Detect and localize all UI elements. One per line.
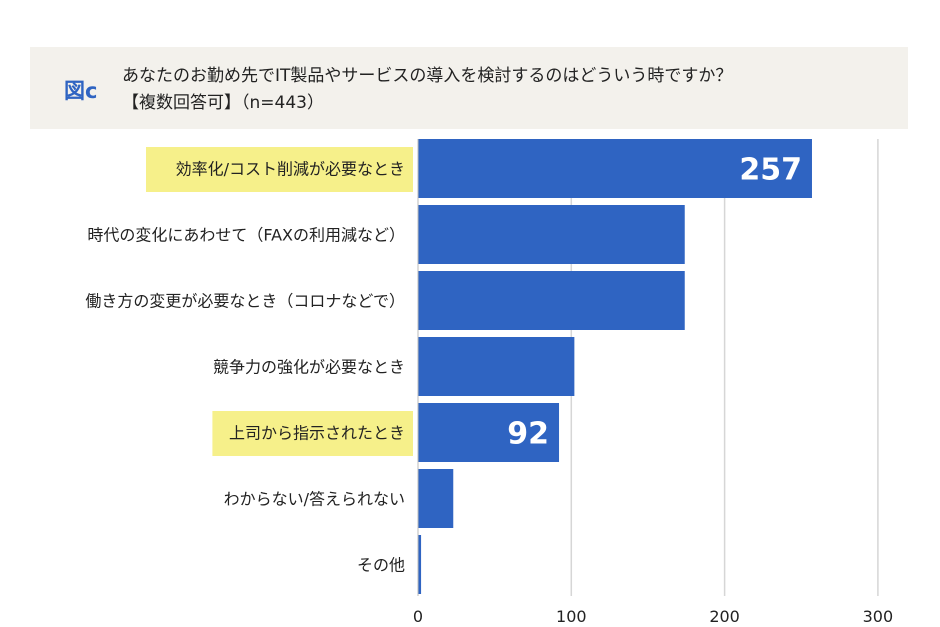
category-label: 働き方の変更が必要なとき（コロナなどで） (85, 292, 405, 311)
question-text: あなたのお勤め先でIT製品やサービスの導入を検討するのはどういう時ですか？ 【複… (122, 63, 892, 117)
x-tick-label: 200 (709, 607, 740, 626)
category-label: 時代の変化にあわせて（FAXの利用減など） (87, 226, 405, 245)
category-highlight (212, 411, 413, 456)
bar (418, 205, 685, 264)
bar (418, 535, 422, 594)
x-tick-label: 0 (413, 607, 423, 626)
category-label: その他 (357, 556, 405, 575)
x-tick-label: 100 (556, 607, 587, 626)
question-line-2: 【複数回答可】（n=443） (122, 93, 324, 113)
bar (418, 337, 575, 396)
data-label: 257 (739, 153, 802, 188)
category-label: 競争力の強化が必要なとき (213, 358, 405, 377)
bar (418, 403, 560, 462)
category-highlight (146, 147, 413, 192)
bar (418, 139, 812, 198)
question-line-1: あなたのお勤め先でIT製品やサービスの導入を検討するのはどういう時ですか？ (122, 66, 733, 86)
bar (418, 469, 454, 528)
x-tick-label: 300 (863, 607, 894, 626)
category-label: わからない/答えられない (224, 490, 405, 509)
bar (418, 271, 685, 330)
data-label: 92 (507, 417, 549, 452)
question-header: 図c あなたのお勤め先でIT製品やサービスの導入を検討するのはどういう時ですか？… (30, 47, 908, 129)
category-label: 上司から指示されたとき (229, 424, 405, 443)
figure-label: 図c (64, 79, 98, 103)
category-label: 効率化/コスト削減が必要なとき (176, 160, 405, 179)
